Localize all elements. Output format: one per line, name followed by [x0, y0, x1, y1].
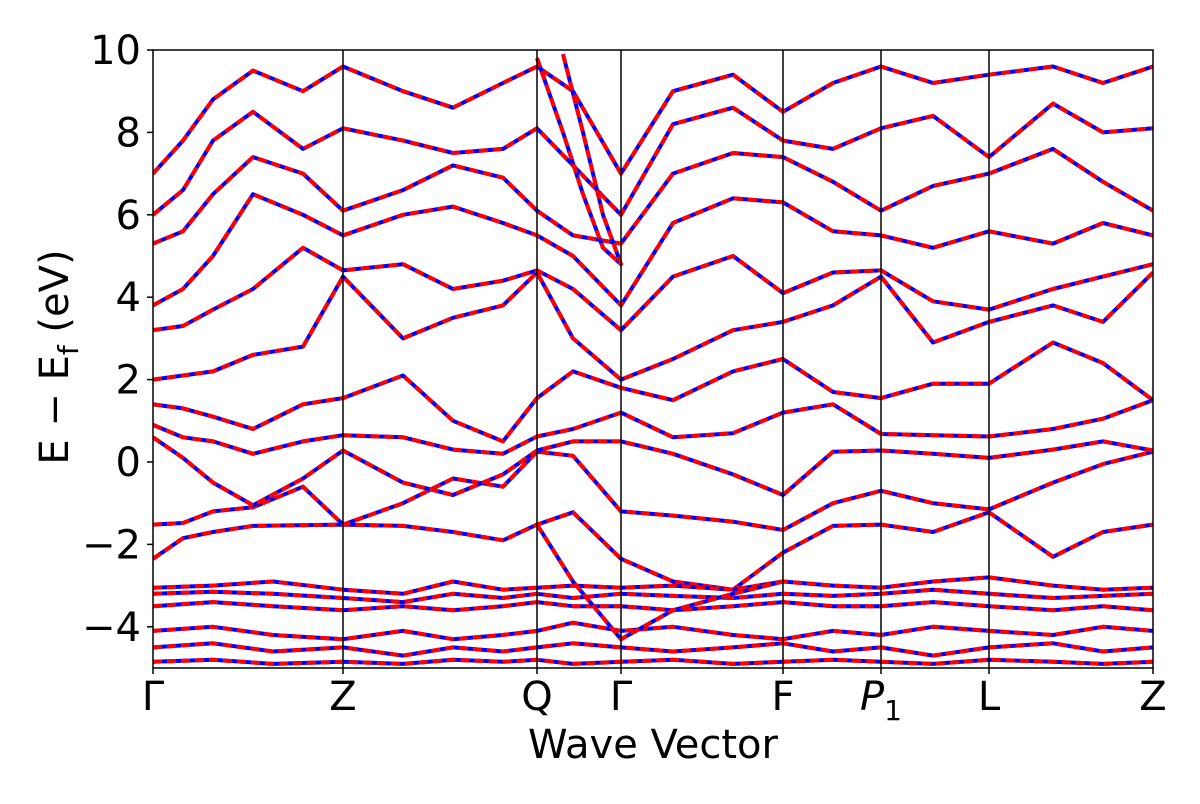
y-tick-label: −4	[82, 605, 141, 651]
y-tick-label: 10	[90, 28, 141, 74]
svg-text:E − Ef (eV): E − Ef (eV)	[32, 249, 85, 464]
band-3	[153, 398, 1153, 456]
band-13	[153, 600, 1153, 613]
y-tick-label: 0	[116, 440, 141, 486]
x-tick-label: Γ	[610, 674, 633, 720]
x-axis-label: Wave Vector	[528, 722, 779, 768]
band-11	[153, 575, 1153, 596]
x-tick-label: L	[978, 674, 1001, 720]
x-tick-label: P1	[860, 674, 902, 727]
y-tick-label: 8	[116, 110, 141, 156]
band-6	[153, 245, 1153, 333]
band-4	[153, 340, 1153, 444]
high-symmetry-lines	[342, 50, 990, 668]
band-18	[535, 53, 623, 267]
y-tick-label: −2	[82, 522, 141, 568]
band-16	[153, 657, 1153, 666]
y-tick-label: 6	[116, 193, 141, 239]
x-tick-label: Γ	[142, 674, 165, 720]
band-10	[153, 64, 1153, 176]
series-layer	[153, 53, 1153, 666]
y-tick-label: 4	[116, 275, 141, 321]
x-tick-label: F	[771, 674, 794, 720]
plot-frame	[152, 49, 1154, 669]
band-9	[153, 101, 1153, 217]
band-14	[153, 620, 1153, 642]
band-12	[153, 587, 1153, 605]
y-axis-label-unit: (eV)	[32, 249, 78, 345]
band-5	[153, 270, 1153, 382]
y-axis-label-sub: f	[52, 344, 85, 355]
band-8	[153, 146, 1153, 246]
x-tick-label: Q	[521, 674, 552, 720]
x-tick-label: Z	[1139, 674, 1166, 720]
band-7-underlay	[153, 192, 1153, 308]
y-axis-label-main: E − E	[32, 355, 78, 465]
band-1	[153, 449, 1153, 532]
y-axis-label: E − Ef (eV)	[32, 249, 85, 464]
y-axis-ticks: −4 −2 0 2 4 6 8 10	[82, 28, 153, 651]
x-tick-label: Z	[329, 674, 356, 720]
band-15	[153, 641, 1153, 658]
y-tick-label: 2	[116, 358, 141, 404]
band-17	[535, 523, 784, 642]
band-2-underlay	[153, 435, 1153, 508]
x-axis-ticks: Γ Z Q Γ F P1 L Z	[142, 668, 1167, 727]
